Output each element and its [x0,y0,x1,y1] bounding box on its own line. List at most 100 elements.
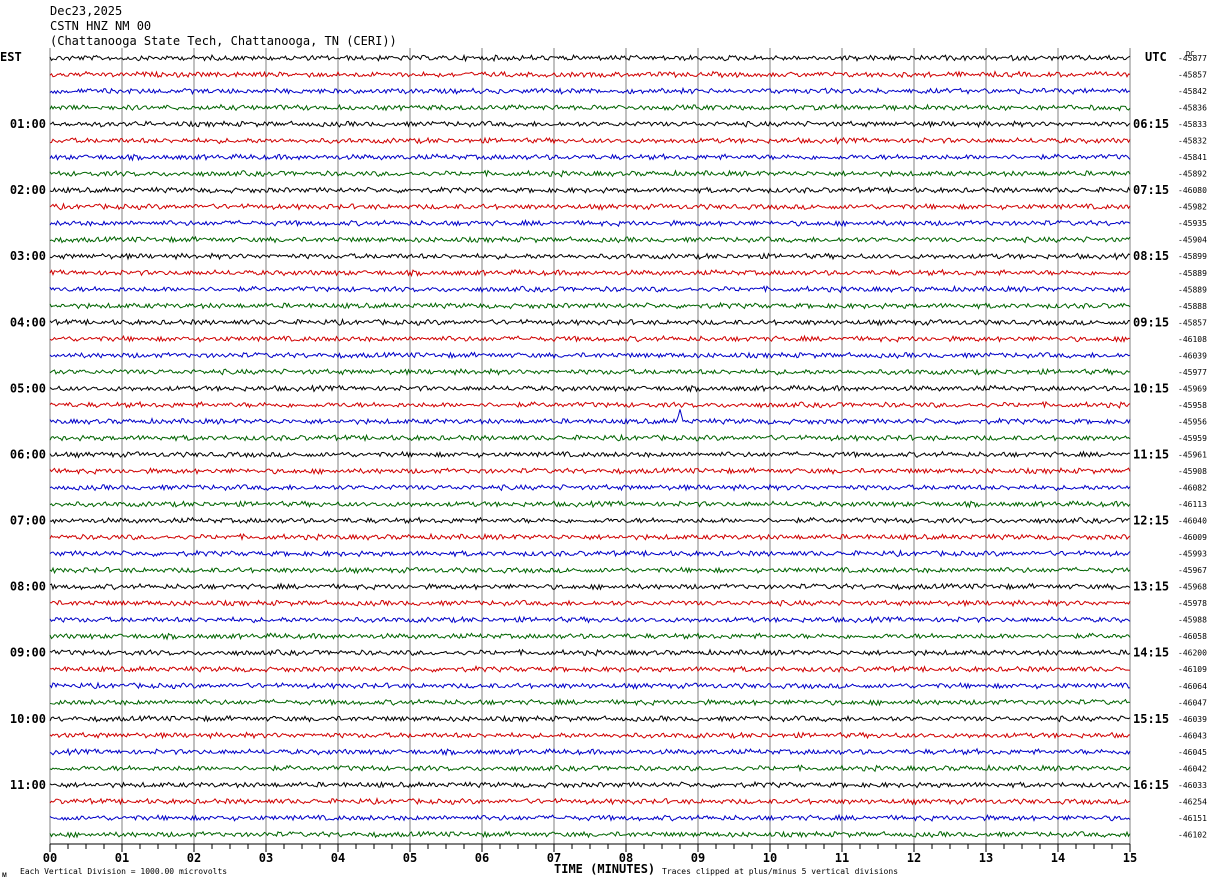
trace-line [49,317,1131,327]
dc-offset-label: -45968 [1178,583,1207,592]
left-hour-label: 04:00 [10,315,46,329]
dc-offset-label: -46009 [1178,533,1207,542]
trace-line [49,796,1131,806]
trace-line [49,813,1131,822]
dc-offset-label: -46064 [1178,682,1207,691]
trace-line [49,714,1131,723]
trace-line [49,566,1131,575]
right-hour-label: 15:15 [1133,712,1169,726]
trace-line [49,409,1131,426]
dc-offset-label: -46102 [1178,830,1207,839]
dc-offset-label: -46047 [1178,698,1207,707]
dc-offset-label: -45842 [1178,87,1207,96]
dc-offset-label: -45956 [1178,417,1207,426]
trace-line [49,648,1131,657]
trace-line [50,599,1131,608]
trace-line [49,516,1130,525]
x-tick-label: 14 [1051,851,1065,865]
right-hour-label: 12:15 [1133,514,1169,528]
trace-line [49,235,1131,244]
dc-offset-label: -46108 [1178,335,1207,344]
dc-offset-label: -46200 [1178,649,1207,658]
dc-offset-label: -46254 [1178,797,1207,806]
label-group: 00 01 02 03 04 05 06 07 08 09 10 11 12 13 14 15 -45877 -4… [0,50,1207,865]
dc-offset-label: -45959 [1178,434,1207,443]
dc-offset-label: -45892 [1178,170,1207,179]
grid-lines [49,48,1131,852]
trace-line [49,433,1131,443]
trace-line [49,582,1131,591]
left-hour-label: 06:00 [10,447,46,461]
right-hour-label: 11:15 [1133,447,1169,461]
dc-offset-label: -46058 [1178,632,1207,641]
corner-mark: ᴍ [2,870,7,879]
trace-line [49,86,1131,96]
trace-line [49,152,1131,162]
trace-line [49,185,1131,195]
header-station: CSTN HNZ NM 00 [50,19,152,33]
x-tick-label: 12 [907,851,921,865]
x-axis-label: TIME (MINUTES) [554,862,656,876]
trace-line [49,483,1131,492]
dc-offset-label: -46039 [1178,715,1207,724]
trace-line [49,681,1131,690]
trace-line [49,70,1131,79]
x-tick-label: 10 [763,851,777,865]
trace-line [49,532,1131,541]
trace-line [49,450,1131,459]
dc-offset-label: -45908 [1178,467,1207,476]
left-hour-label: 11:00 [10,778,46,792]
dc-offset-label: -45978 [1178,599,1207,608]
dc-offset-label: -45889 [1178,285,1207,294]
dc-offset-label: -45841 [1178,153,1207,162]
trace-line [49,698,1131,707]
left-hour-label: 07:00 [10,514,46,528]
dc-offset-label: -45969 [1178,384,1207,393]
header-date: Dec23,2025 [50,4,123,18]
trace-line [49,284,1131,294]
trace-line [49,549,1131,558]
trace-line [49,334,1130,343]
dc-offset-label: -46039 [1178,351,1207,360]
header-location: (Chattanooga State Tech, Chattanooga, TN… [50,34,397,48]
dc-offset-label: -45836 [1178,104,1207,113]
trace-line [49,747,1131,757]
left-hour-label: 03:00 [10,249,46,263]
x-tick-label: 04 [331,851,345,865]
trace-line [49,218,1131,228]
x-tick-label: 06 [475,851,489,865]
dc-offset-label: -46080 [1178,186,1207,195]
dc-offset-label: -45833 [1178,120,1207,129]
dc-offset-label: -45961 [1178,450,1207,459]
dc-offset-label: -45888 [1178,302,1207,311]
x-tick-label: 11 [835,851,849,865]
x-tick-label: 02 [187,851,201,865]
dc-offset-label: -45935 [1178,219,1207,228]
trace-line [49,615,1131,624]
left-timezone-label: EST [0,50,22,64]
trace-line [49,53,1131,63]
dc-offset-label: -46151 [1178,814,1207,823]
x-tick-label: 15 [1123,851,1137,865]
x-tick-label: 08 [619,851,633,865]
dc-offset-label: -45967 [1178,566,1207,575]
trace-line [49,120,1131,129]
trace-line [49,268,1131,278]
trace-line [49,202,1131,211]
dc-offset-label: -45904 [1178,236,1207,245]
dc-offset-label: -45993 [1178,550,1207,559]
trace-line [49,763,1131,773]
trace-line [49,301,1131,310]
dc-offset-label: -45958 [1178,401,1207,410]
x-tick-label: 00 [43,851,57,865]
dc-offset-label: -46042 [1178,764,1207,773]
trace-line [49,103,1131,112]
dc-header-label: DC [1186,50,1194,58]
dc-offset-label: -45857 [1178,318,1207,327]
trace-line [49,384,1131,393]
x-tick-label: 05 [403,851,417,865]
trace-line [49,252,1131,261]
dc-offset-label: -45832 [1178,137,1207,146]
right-hour-label: 10:15 [1133,381,1169,395]
